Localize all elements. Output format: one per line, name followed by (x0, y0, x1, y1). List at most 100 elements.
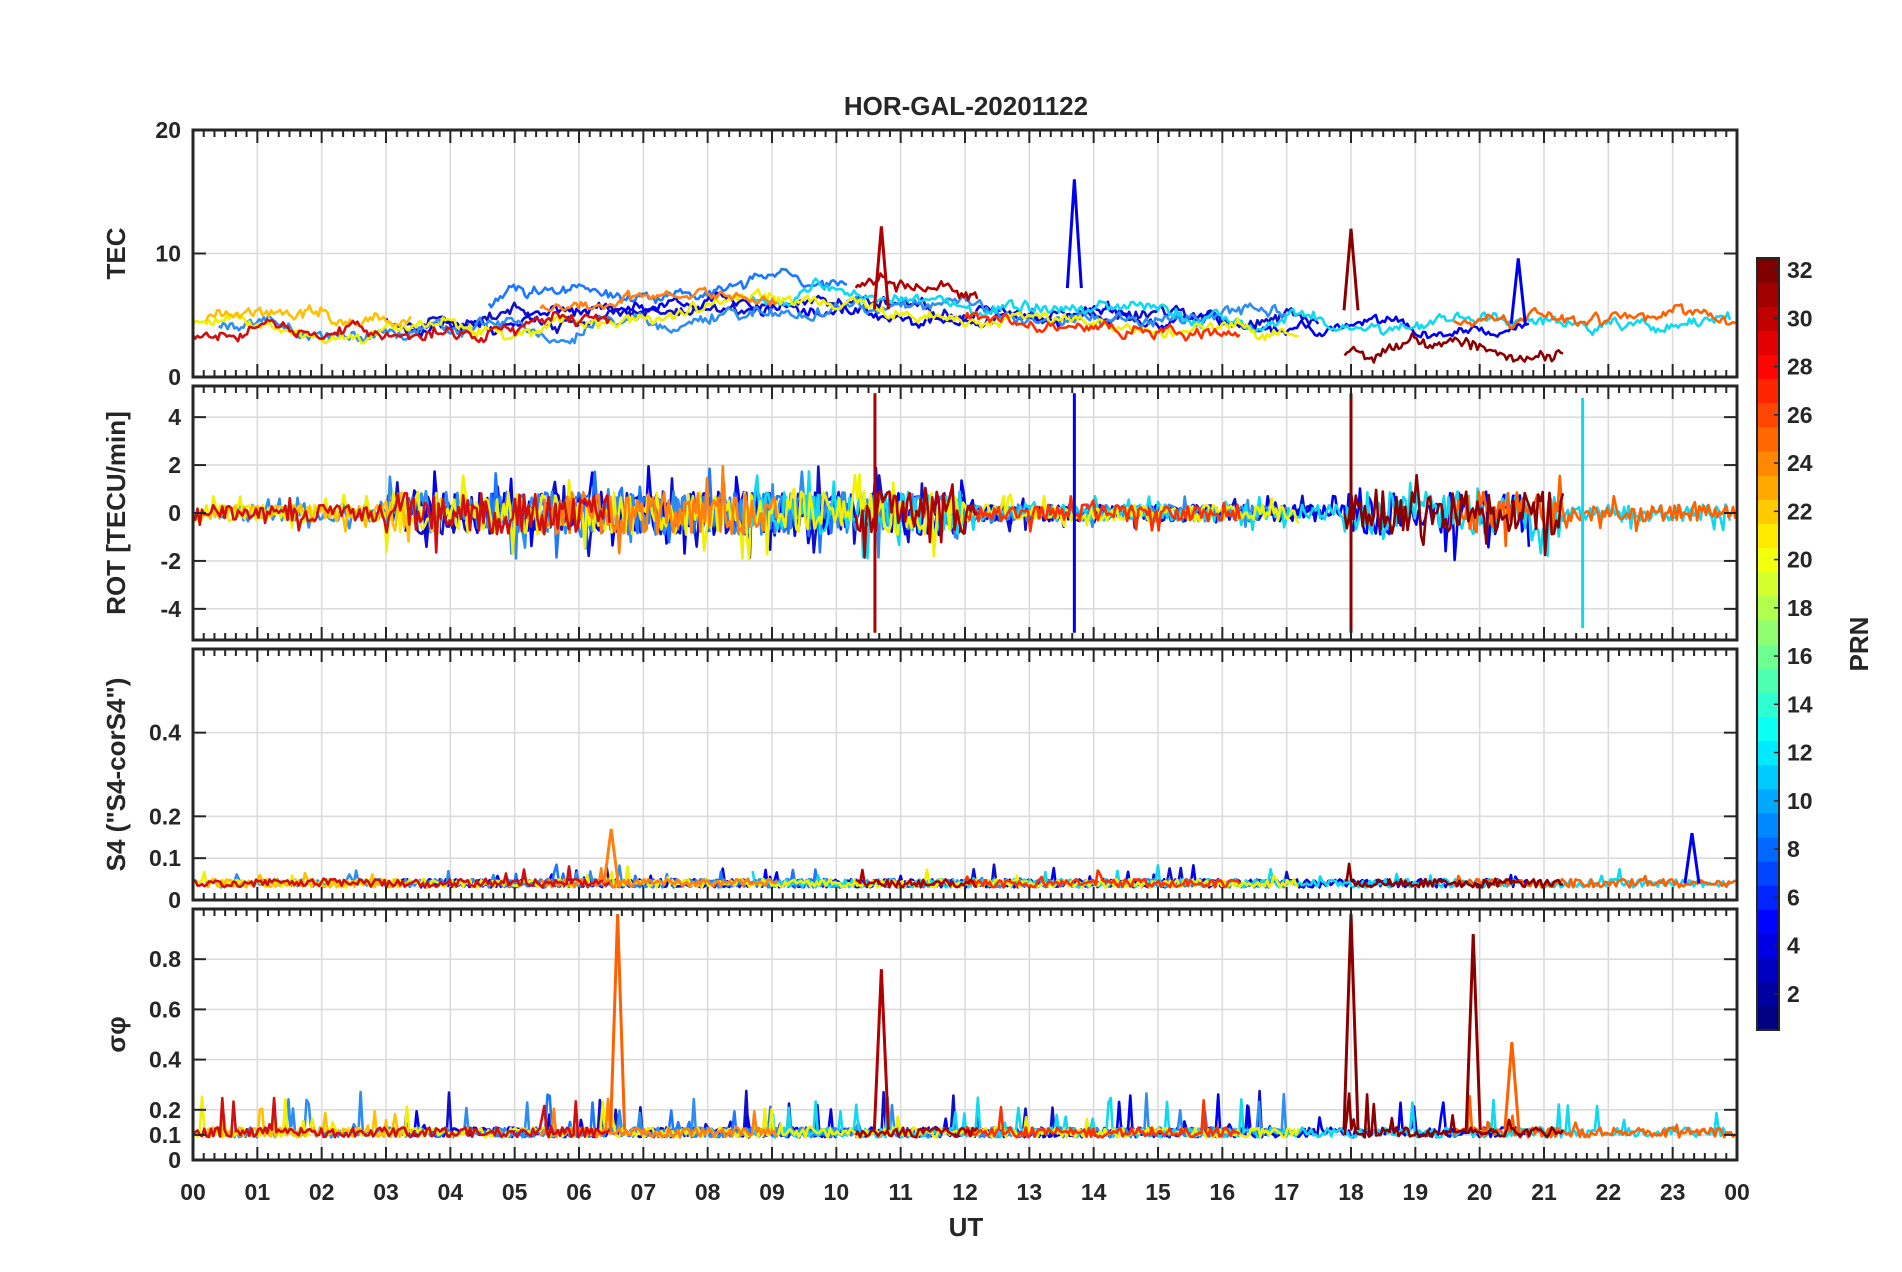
colorbar-step (1757, 692, 1779, 717)
x-tick-label: 04 (438, 1179, 464, 1205)
trace-tec-prn2 (384, 294, 1320, 336)
x-tick-label: 08 (695, 1179, 721, 1205)
y-tick-label-rot: -2 (161, 548, 181, 574)
series-s4 (193, 828, 1737, 889)
y-tick-label-sigma: 0.8 (149, 946, 181, 972)
x-tick-label: 17 (1274, 1179, 1300, 1205)
y-tick-label-sigma: 0.1 (149, 1122, 181, 1148)
colorbar-step (1757, 475, 1779, 500)
colorbar-step (1757, 1005, 1779, 1031)
event-spike-sigma (609, 913, 627, 1130)
x-tick-label: 03 (373, 1179, 399, 1205)
panel-tec: 0 10 20 TEC (101, 117, 1739, 390)
y-tick-label-sigma: 0.4 (149, 1047, 181, 1073)
colorbar-tick-label: 4 (1787, 933, 1800, 959)
series-tec (193, 179, 1737, 364)
trace-sigma-prn30 (193, 1096, 611, 1139)
event-spike-tec (1065, 179, 1083, 289)
trace-tec-prn24 (539, 286, 778, 313)
x-tick-label: 00 (1724, 1179, 1750, 1205)
colorbar-tick-label: 6 (1787, 884, 1800, 910)
colorbar-step (1757, 426, 1779, 452)
colorbar-step (1757, 306, 1779, 331)
x-tick-label: 02 (309, 1179, 335, 1205)
x-tick-label: 14 (1081, 1179, 1107, 1205)
colorbar-step (1757, 547, 1779, 573)
trace-tec-prn32 (1343, 332, 1564, 364)
colorbar-step (1757, 837, 1779, 862)
colorbar-step (1757, 812, 1779, 838)
colorbar-step (1757, 764, 1779, 790)
trace-s4-prn26 (1452, 874, 1737, 889)
trace-sigma-prn26 (1452, 1094, 1737, 1139)
x-tick-label: 18 (1338, 1179, 1364, 1205)
event-spike-s4 (1683, 832, 1701, 884)
trace-tec-prn27 (963, 310, 1241, 342)
x-tick-label: 01 (245, 1179, 271, 1205)
trace-tec-prn21 (204, 304, 412, 328)
colorbar-tick-label: 16 (1787, 643, 1813, 669)
colorbar-step (1757, 981, 1779, 1007)
colorbar-tick-label: 24 (1787, 450, 1813, 476)
y-tick-label-rot: 4 (168, 404, 181, 430)
colorbar-step (1757, 957, 1779, 983)
trace-sigma-prn24 (539, 1097, 779, 1139)
event-spike-sigma (872, 969, 890, 1130)
y-axis-label-tec: TEC (101, 227, 131, 279)
y-tick-label-s4: 0.2 (149, 803, 181, 829)
colorbar-step (1757, 716, 1779, 742)
event-spike-s4 (602, 828, 620, 884)
panel-s4: 0 0.1 0.2 0.4 S4 ("S4-corS4") (101, 647, 1739, 913)
series-rot (193, 393, 1737, 633)
x-tick-label: 23 (1660, 1179, 1686, 1205)
colorbar-step (1757, 378, 1779, 404)
colorbar-frame (1756, 257, 1780, 1031)
trace-rot-prn26 (1453, 474, 1737, 548)
colorbar-tick-label: 28 (1787, 354, 1813, 380)
colorbar-step (1757, 354, 1779, 380)
colorbar-step (1757, 282, 1779, 307)
colorbar-tick-label: 14 (1787, 691, 1813, 717)
colorbar-step (1757, 499, 1779, 524)
x-tick-label: 00 (180, 1179, 206, 1205)
y-tick-label-rot: 2 (168, 452, 181, 478)
colorbar-label: PRN (1844, 617, 1874, 672)
colorbar-tick-label: 10 (1787, 788, 1813, 814)
colorbar-step (1757, 788, 1779, 814)
trace-rot-prn32 (1343, 473, 1565, 557)
trace-tec-prn30 (193, 310, 611, 344)
x-tick-label: 16 (1210, 1179, 1236, 1205)
colorbar-step (1757, 933, 1779, 959)
x-tick-label: 15 (1145, 1179, 1171, 1205)
x-tick-label: 22 (1596, 1179, 1622, 1205)
x-tick-label: 13 (1017, 1179, 1043, 1205)
colorbar-step (1757, 619, 1779, 645)
colorbar-step (1757, 740, 1779, 766)
event-spike-tec (1509, 258, 1527, 324)
y-tick-label-rot: -4 (161, 596, 182, 622)
trace-sigma-prn32 (1343, 1092, 1565, 1139)
x-tick-label: 06 (566, 1179, 592, 1205)
x-tick-label: 07 (631, 1179, 657, 1205)
event-spike-tec (1342, 228, 1360, 311)
trace-rot-prn27 (964, 494, 1241, 533)
trace-s4-prn32 (1344, 862, 1564, 889)
trace-s4-prn31 (855, 868, 978, 889)
colorbar-tick-label: 26 (1787, 402, 1813, 428)
y-tick-label-s4: 0 (168, 887, 181, 913)
y-axis-label-s4: S4 ("S4-corS4") (101, 678, 131, 872)
series-sigma (193, 913, 1737, 1139)
colorbar-tick-label: 30 (1787, 305, 1813, 331)
chart-title: HOR-GAL-20201122 (844, 91, 1088, 121)
y-axis-label-sigma: σφ (101, 1016, 131, 1052)
x-tick-label: 11 (889, 1179, 914, 1205)
colorbar-tick-label: 8 (1787, 836, 1800, 862)
event-spike-sigma (1503, 1041, 1521, 1130)
colorbar-step (1757, 523, 1779, 549)
colorbar-step (1757, 330, 1779, 356)
y-tick-label-tec: 20 (155, 117, 181, 143)
trace-rot-prn30 (193, 491, 611, 554)
x-tick-label: 21 (1531, 1179, 1557, 1205)
colorbar-step (1757, 885, 1779, 910)
event-spike-tec (872, 226, 890, 310)
